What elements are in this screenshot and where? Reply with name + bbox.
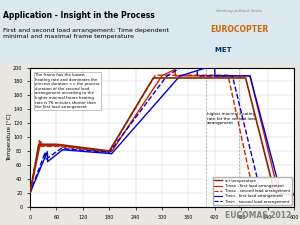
Text: EUCOMAS 2012: EUCOMAS 2012 <box>225 212 291 220</box>
Text: MET: MET <box>210 47 232 53</box>
Legend: air temperature, Tmax - first load arrangement, Tmax - second load arrangement, : air temperature, Tmax - first load arran… <box>213 177 292 205</box>
Text: Application - Insight in the Process: Application - Insight in the Process <box>3 11 155 20</box>
Y-axis label: Temperature [°C]: Temperature [°C] <box>7 113 12 161</box>
Text: thinking without limits: thinking without limits <box>216 9 262 14</box>
Text: higher minimal heating
rate for the second load
arrangement: higher minimal heating rate for the seco… <box>207 112 256 125</box>
Text: The frame has the lowest
heating rate and dominates the
process duration => the : The frame has the lowest heating rate an… <box>35 73 100 109</box>
Text: EUROCOPTER: EUROCOPTER <box>210 25 268 34</box>
Text: First and second load arrangement: Time dependent
minimal and maximal frame temp: First and second load arrangement: Time … <box>3 28 169 39</box>
